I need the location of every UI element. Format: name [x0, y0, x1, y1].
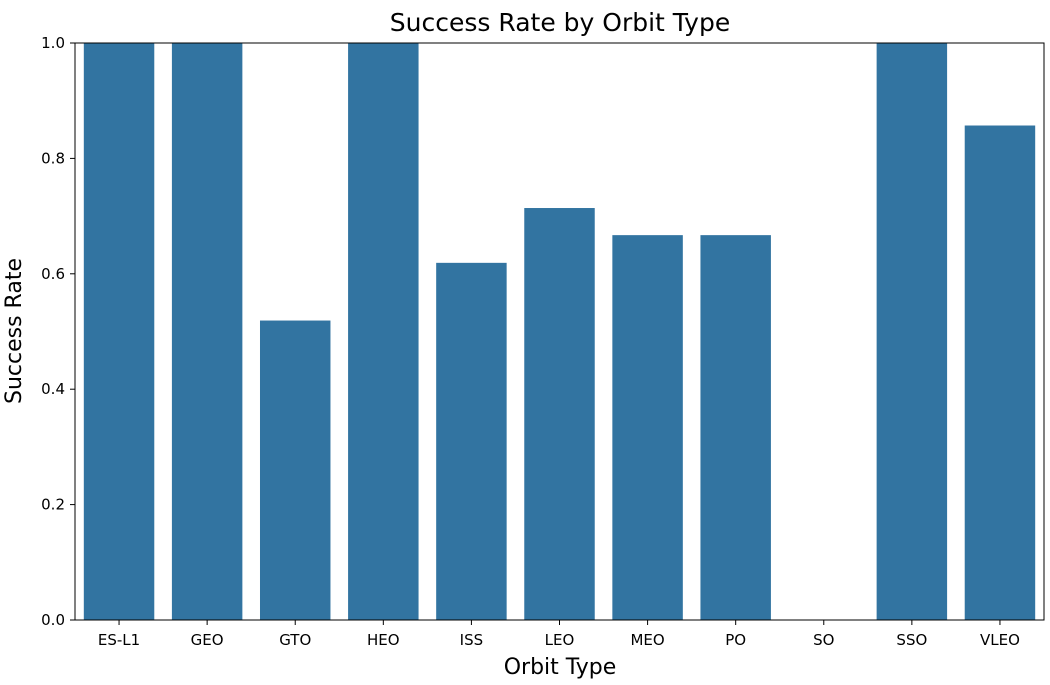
y-axis-ticks: 0.0 0.2 0.4 0.6 0.8 1.0 — [41, 34, 75, 629]
bar-iss — [436, 262, 507, 620]
x-tick-label: HEO — [367, 631, 400, 649]
x-axis-label: Orbit Type — [504, 655, 617, 680]
x-tick-label: SSO — [896, 631, 927, 649]
x-tick-label: MEO — [630, 631, 664, 649]
plot-frame — [74, 42, 1045, 621]
bar-leo — [524, 208, 595, 620]
x-tick-label: GTO — [279, 631, 311, 649]
bar-heo — [348, 43, 419, 620]
y-axis-label: Success Rate — [2, 258, 27, 404]
x-tick-label: LEO — [545, 631, 575, 649]
bar-po — [700, 235, 771, 621]
bars-layer — [83, 43, 1036, 621]
bar-es-l1 — [83, 43, 155, 620]
x-tick-label: PO — [725, 631, 746, 649]
x-axis-ticks: ES-L1 GEO GTO HEO ISS LEO MEO PO SO SSO VLEO — [98, 620, 1020, 649]
y-tick-label: 1.0 — [41, 34, 65, 52]
x-tick-label: ES-L1 — [98, 631, 140, 649]
chart-title: Success Rate by Orbit Type — [390, 8, 730, 37]
x-tick-label: SO — [813, 631, 834, 649]
x-tick-label: GEO — [191, 631, 224, 649]
y-tick-label: 0.6 — [41, 265, 65, 283]
x-tick-label: ISS — [460, 631, 483, 649]
x-tick-label: VLEO — [980, 631, 1020, 649]
y-tick-label: 0.0 — [41, 611, 65, 629]
y-tick-label: 0.2 — [41, 496, 65, 514]
bar-sso — [876, 43, 948, 620]
y-tick-label: 0.8 — [41, 149, 65, 167]
bar-vleo — [964, 125, 1036, 621]
bar-geo — [171, 43, 243, 620]
bar-gto — [259, 320, 331, 620]
y-tick-label: 0.4 — [41, 380, 65, 398]
bar-meo — [612, 235, 683, 621]
